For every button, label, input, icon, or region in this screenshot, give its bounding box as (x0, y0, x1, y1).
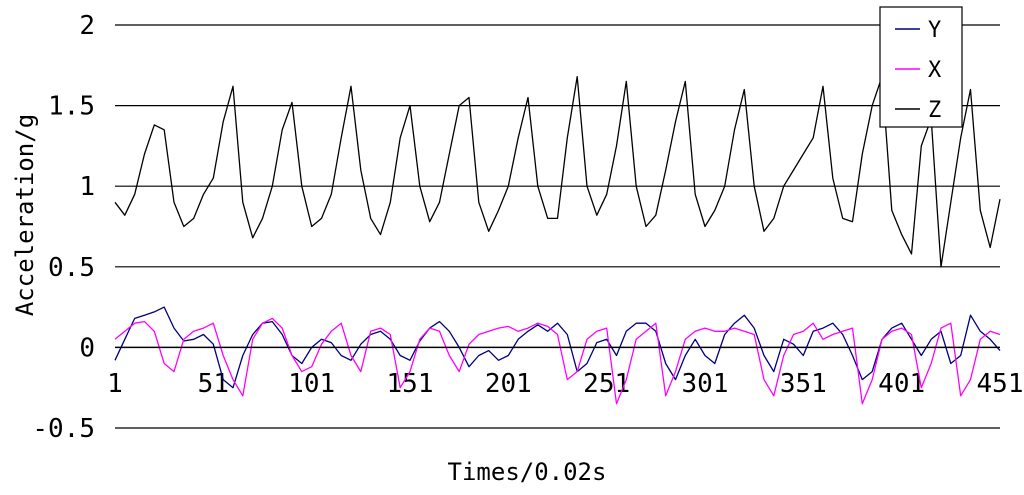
legend-box (879, 6, 963, 128)
y-tick-label: 0.5 (48, 253, 95, 283)
x-tick-label: 151 (387, 369, 434, 399)
y-tick-label: 1.5 (48, 92, 95, 122)
x-tick-label: 451 (977, 369, 1024, 399)
y-axis-tick-labels: 2 1.5 1 0.5 0 -0.5 (32, 11, 95, 444)
legend-label-z: Z (928, 98, 941, 123)
y-tick-label: 1 (79, 172, 95, 202)
x-tick-label: 301 (682, 369, 729, 399)
y-tick-label: 0 (79, 333, 95, 363)
series-line-x (114, 317, 1001, 405)
series-lines (114, 75, 1001, 405)
gridlines (115, 24, 1000, 429)
x-tick-label: 201 (485, 369, 532, 399)
x-tick-label: 51 (198, 369, 229, 399)
y-tick-label: 2 (79, 11, 95, 41)
legend-label-y: Y (928, 18, 941, 43)
series-line-z (114, 75, 1001, 268)
y-tick-label: -0.5 (32, 414, 95, 444)
x-tick-label: 401 (878, 369, 925, 399)
legend: YXZ (879, 6, 963, 128)
legend-label-x: X (928, 58, 942, 83)
x-axis-label: Times/0.02s (448, 458, 607, 486)
y-axis-label: Acceleration/g (11, 114, 39, 316)
x-axis-tick-labels: 1 51 101 151 201 251 301 351 401 451 (107, 369, 1023, 399)
x-tick-label: 101 (288, 369, 335, 399)
x-tick-label: 351 (780, 369, 827, 399)
x-tick-label: 1 (107, 369, 123, 399)
x-tick-label: 251 (583, 369, 630, 399)
